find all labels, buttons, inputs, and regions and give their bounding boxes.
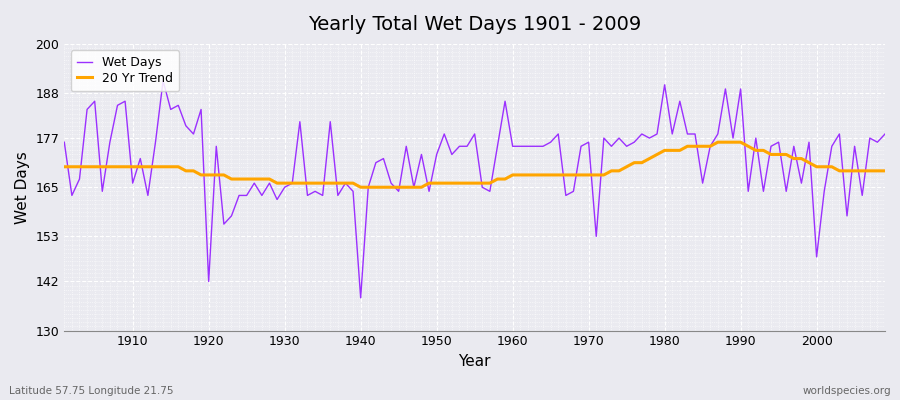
Text: Latitude 57.75 Longitude 21.75: Latitude 57.75 Longitude 21.75 bbox=[9, 386, 174, 396]
Wet Days bbox=[120, 99, 130, 104]
Wet Days bbox=[158, 78, 168, 83]
20 Yr Trend bbox=[713, 140, 724, 144]
Line: Wet Days: Wet Days bbox=[64, 81, 885, 298]
Title: Yearly Total Wet Days 1901 - 2009: Yearly Total Wet Days 1901 - 2009 bbox=[308, 15, 642, 34]
Wet Days bbox=[879, 132, 890, 136]
20 Yr Trend bbox=[120, 164, 130, 169]
Wet Days bbox=[515, 144, 526, 149]
Line: 20 Yr Trend: 20 Yr Trend bbox=[64, 142, 885, 187]
Wet Days bbox=[58, 140, 69, 144]
20 Yr Trend bbox=[515, 172, 526, 177]
Legend: Wet Days, 20 Yr Trend: Wet Days, 20 Yr Trend bbox=[70, 50, 179, 91]
20 Yr Trend bbox=[356, 185, 366, 190]
Wet Days bbox=[340, 181, 351, 186]
Wet Days bbox=[614, 136, 625, 140]
Y-axis label: Wet Days: Wet Days bbox=[15, 151, 30, 224]
20 Yr Trend bbox=[58, 164, 69, 169]
20 Yr Trend bbox=[332, 181, 343, 186]
20 Yr Trend bbox=[606, 168, 616, 173]
20 Yr Trend bbox=[508, 172, 518, 177]
Wet Days bbox=[522, 144, 533, 149]
20 Yr Trend bbox=[287, 181, 298, 186]
Wet Days bbox=[356, 296, 366, 300]
20 Yr Trend bbox=[879, 168, 890, 173]
X-axis label: Year: Year bbox=[458, 354, 491, 369]
Wet Days bbox=[294, 119, 305, 124]
Text: worldspecies.org: worldspecies.org bbox=[803, 386, 891, 396]
